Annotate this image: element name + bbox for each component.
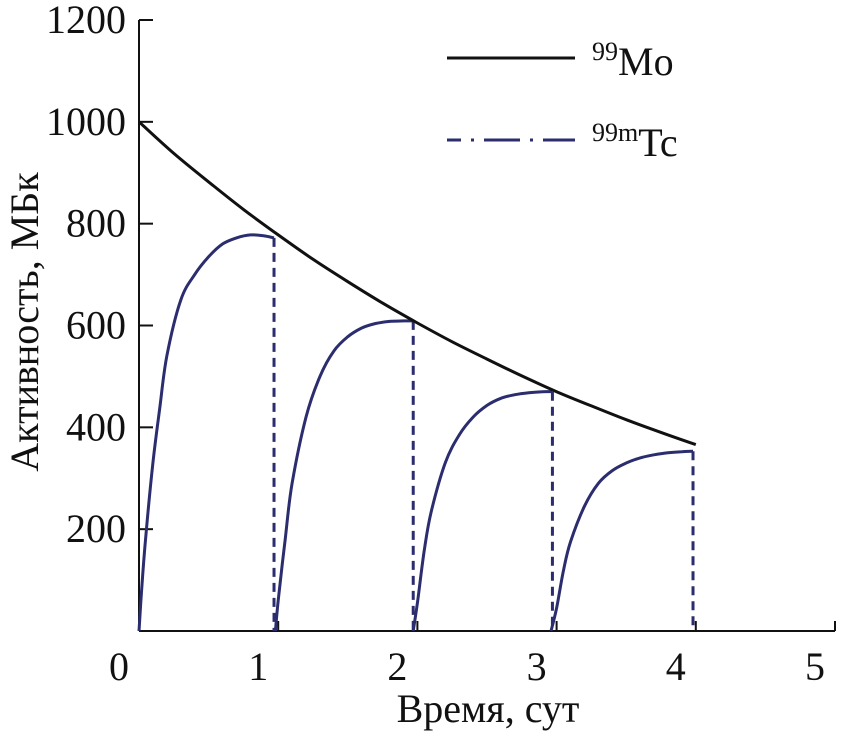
x-tick-label: 0 xyxy=(109,644,129,689)
y-tick-label: 200 xyxy=(66,506,126,551)
mo-decay-curve xyxy=(137,120,697,447)
y-tick-label: 600 xyxy=(66,303,126,348)
ticks: 0 1 2 3 4 5 200 400 600 800 1000 1200 xyxy=(46,0,836,689)
y-tick-label: 1200 xyxy=(46,0,126,42)
x-tick-label: 2 xyxy=(387,644,407,689)
tc-buildup-curve-3 xyxy=(411,390,553,632)
x-axis-title: Время, сут xyxy=(397,686,580,731)
y-tick-label: 1000 xyxy=(46,99,126,144)
x-tick-label: 5 xyxy=(805,644,825,689)
legend-mo-label: 99Mo xyxy=(592,37,674,84)
legend-mo-text: Mo xyxy=(618,39,674,84)
y-tick-label: 800 xyxy=(66,201,126,246)
legend-tc-label: 99mTc xyxy=(592,118,678,165)
x-tick-label: 1 xyxy=(248,644,268,689)
tc-buildup-curve-2 xyxy=(273,319,414,632)
tc-buildup-curve-4 xyxy=(549,449,694,632)
x-tick-label: 4 xyxy=(666,644,686,689)
tc-buildup-curve-1 xyxy=(137,233,275,632)
legend-tc-sup: 99m xyxy=(592,118,638,147)
y-axis-title: Активность, МБк xyxy=(2,172,47,472)
series xyxy=(137,120,697,632)
legend-mo-sup: 99 xyxy=(592,37,618,66)
legend: 99Mo 99mTc xyxy=(447,37,678,165)
axes xyxy=(138,20,835,632)
x-tick-label: 3 xyxy=(527,644,547,689)
y-tick-label: 400 xyxy=(66,404,126,449)
legend-tc-text: Tc xyxy=(638,120,677,165)
